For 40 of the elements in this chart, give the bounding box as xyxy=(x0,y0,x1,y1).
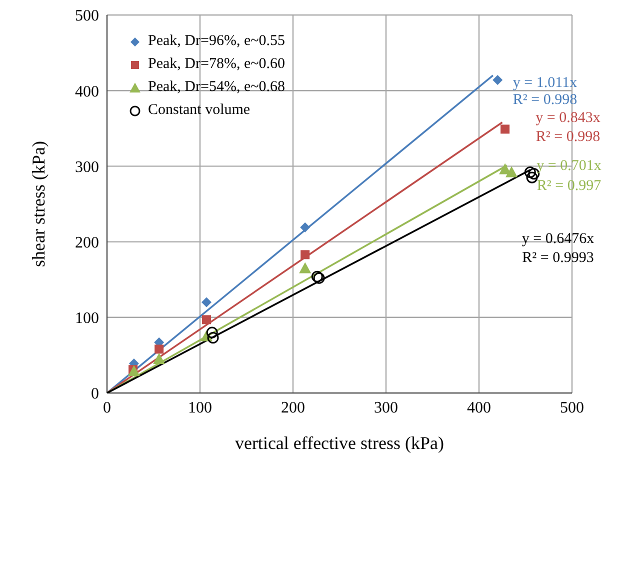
x-tick-label: 400 xyxy=(467,399,491,416)
y-tick-label: 200 xyxy=(75,234,99,252)
point xyxy=(202,315,212,324)
y-tick-label: 100 xyxy=(75,310,99,328)
point xyxy=(153,352,166,364)
point xyxy=(506,166,518,178)
x-axis-title: vertical effective stress (kPa) xyxy=(234,433,444,453)
point xyxy=(524,166,536,178)
y-tick-label: 500 xyxy=(75,8,99,25)
y-tick-label: 0 xyxy=(91,386,99,403)
legend-label: Peak, Dr=78%, e~0.60 xyxy=(148,56,285,73)
point xyxy=(206,326,218,338)
y-tick-label: 300 xyxy=(75,158,99,176)
legend-label: Peak, Dr=54%, e~0.68 xyxy=(148,79,285,96)
legend-label: Constant volume xyxy=(148,102,250,119)
point xyxy=(300,222,310,232)
annotation: R² = 0.998 xyxy=(512,92,578,108)
point xyxy=(492,75,503,86)
point xyxy=(526,172,538,184)
annotation: y = 0.843x xyxy=(536,110,601,126)
x-tick-label: 100 xyxy=(188,399,212,416)
y-tick-label: 400 xyxy=(75,83,99,100)
x-tick-label: 500 xyxy=(560,399,584,416)
point xyxy=(154,344,164,354)
point xyxy=(299,262,312,274)
annotation: y = 1.011x xyxy=(512,75,578,91)
annotation: R² = 0.997 xyxy=(536,178,602,194)
point xyxy=(300,250,310,260)
annotation: R² = 0.998 xyxy=(536,129,600,145)
y-axis-title: shear stress (kPa) xyxy=(28,141,48,267)
point xyxy=(207,332,219,344)
annotation: y = 0.6476x xyxy=(522,231,595,247)
annotation: R² = 0.9993 xyxy=(522,250,594,266)
legend-label: Peak, Dr=96%, e~0.55 xyxy=(148,33,285,50)
x-tick-label: 200 xyxy=(281,399,305,416)
x-tick-label: 0 xyxy=(103,399,111,416)
annotation: y = 0.701x xyxy=(536,158,602,174)
x-tick-label: 300 xyxy=(374,399,398,416)
point xyxy=(202,297,212,308)
point xyxy=(500,124,510,134)
